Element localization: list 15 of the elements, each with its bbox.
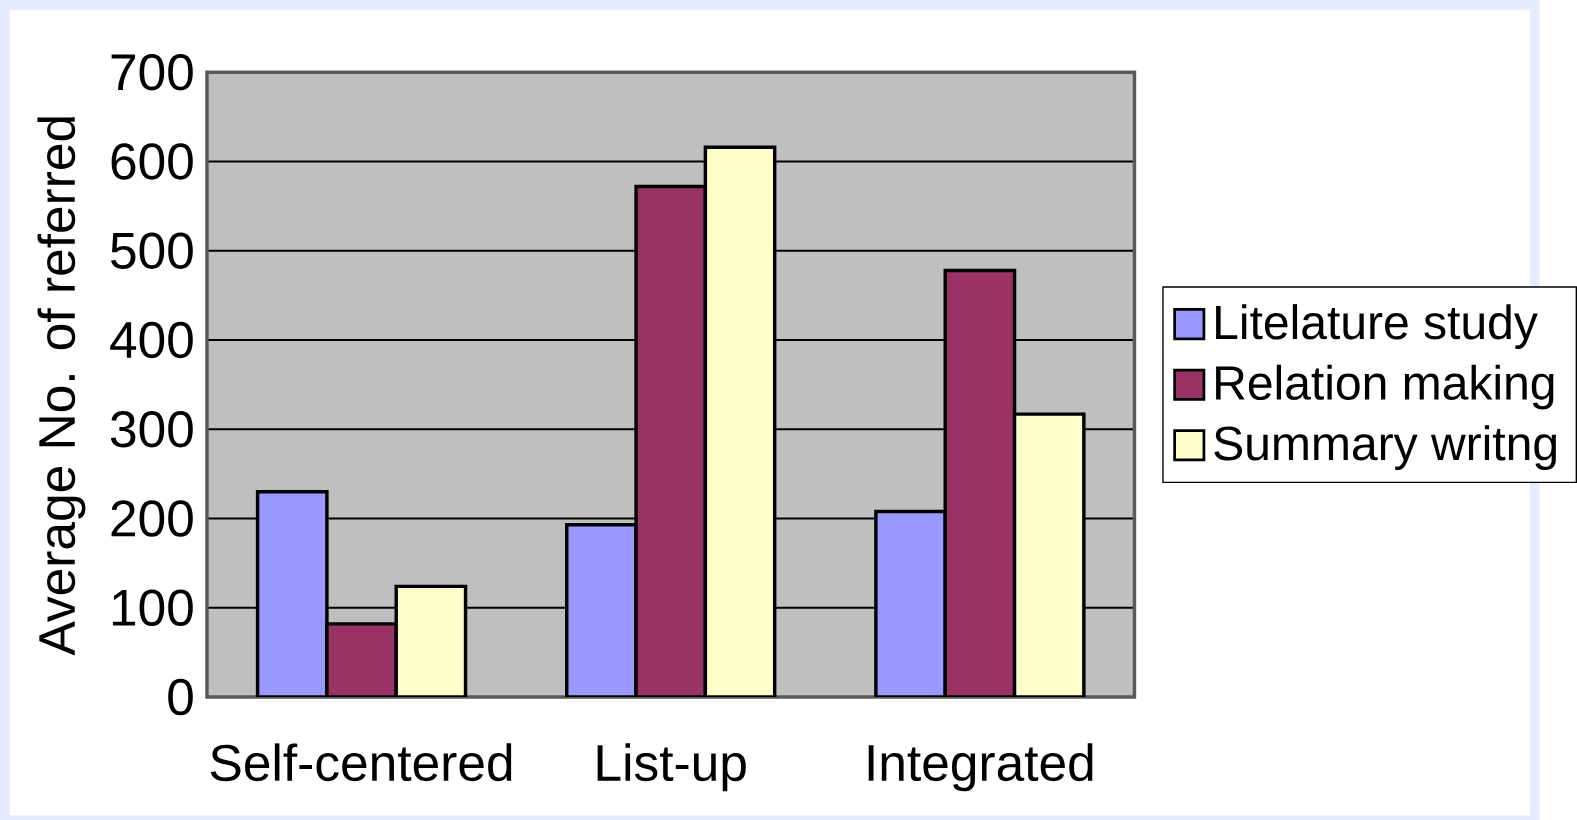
y-tick-label: 600 [111,143,193,180]
x-tick-label: Integrated [868,743,1093,792]
y-tick-label: 0 [168,678,193,716]
y-axis-title: Average No. of referred [37,117,86,656]
x-tick-label: List-up [597,743,746,792]
legend-label: Summary writng [1214,425,1556,470]
y-tick-label: 700 [111,53,193,91]
legend-label: Relation making [1216,364,1554,410]
y-tick-label: 100 [112,589,193,626]
x-tick-label: Self-centered [210,743,512,782]
y-tick-label: 500 [111,232,193,269]
y-tick-label: 300 [110,411,193,448]
y-tick-label: 400 [110,321,193,359]
legend-label: Litelature study [1216,304,1538,349]
y-tick-label: 200 [111,500,193,537]
